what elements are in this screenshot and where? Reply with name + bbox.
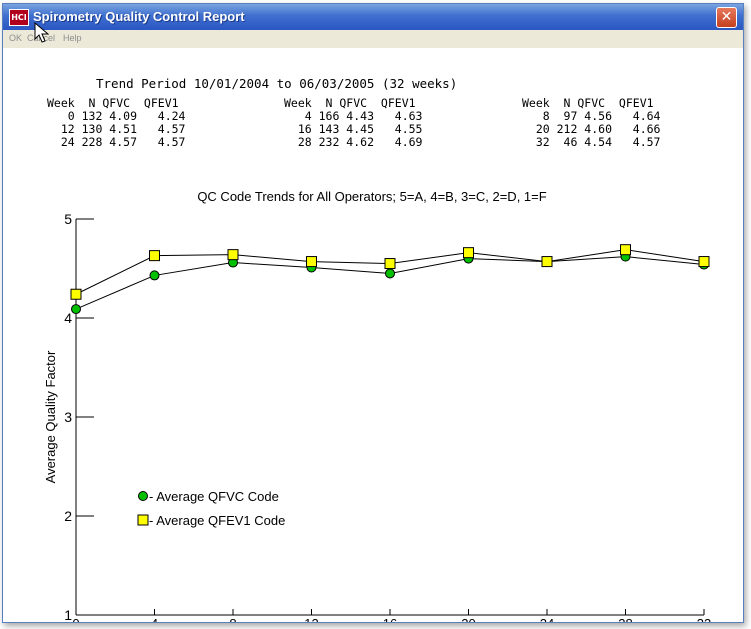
report-area: Trend Period 10/01/2004 to 06/03/2005 (3… <box>3 48 743 622</box>
app-logo-icon: HCI <box>9 9 29 26</box>
title-bar[interactable]: HCI Spirometry Quality Control Report ✕ <box>3 4 743 30</box>
x-tick-label: 32 <box>697 616 711 622</box>
qfev1-point <box>306 256 317 268</box>
chart-title: QC Code Trends for All Operators; 5=A, 4… <box>197 189 546 204</box>
table-header-col-2: Week N QFVC QFEV1 <box>284 96 416 110</box>
table-row: 28 232 4.62 4.69 <box>284 135 423 149</box>
table-row: 0 132 4.09 4.24 <box>47 109 186 123</box>
x-tick-label: 0 <box>72 616 79 622</box>
y-tick-label: 3 <box>64 409 72 425</box>
close-button[interactable]: ✕ <box>716 7 737 28</box>
legend-label: - Average QFEV1 Code <box>149 513 285 528</box>
table-row: 16 143 4.45 4.55 <box>284 122 423 136</box>
y-tick-label: 4 <box>64 310 72 326</box>
trend-period-line: Trend Period 10/01/2004 to 06/03/2005 (3… <box>96 76 458 91</box>
x-tick-label: 28 <box>618 616 632 622</box>
qfev1-point <box>227 249 239 261</box>
qfvc-point <box>71 304 81 315</box>
y-tick-label: 5 <box>64 211 72 227</box>
table-header-col-3: Week N QFVC QFEV1 <box>522 96 654 110</box>
table-row: 4 166 4.43 4.63 <box>284 109 423 123</box>
table-row: 20 212 4.60 4.66 <box>522 122 661 136</box>
x-tick-label: 8 <box>229 616 236 622</box>
qfev1-point <box>70 288 82 300</box>
menu-item-help[interactable]: Help <box>63 33 82 43</box>
table-row: 24 228 4.57 4.57 <box>47 135 186 149</box>
x-tick-label: 16 <box>383 616 397 622</box>
qfvc-point <box>149 270 160 281</box>
y-tick-label: 2 <box>64 508 72 524</box>
y-axis-label: Average Quality Factor <box>43 350 58 483</box>
qfev1-point <box>541 256 553 268</box>
report-window: HCI Spirometry Quality Control Report ✕ … <box>2 3 744 623</box>
legend-qfvc-marker <box>138 491 148 501</box>
y-tick-label: 1 <box>64 607 72 622</box>
x-tick-label: 12 <box>304 616 318 622</box>
table-row: 12 130 4.51 4.57 <box>47 122 186 136</box>
mouse-pointer-icon <box>34 22 50 43</box>
qfev1-point <box>149 250 160 262</box>
qfev1-point <box>463 247 474 259</box>
qfev1-point <box>620 244 631 256</box>
legend-qfev1-marker <box>137 514 149 526</box>
qfev1-point <box>698 256 710 268</box>
qc-trend-chart: QC Code Trends for All Operators; 5=A, 4… <box>43 189 711 622</box>
menu-bar: OK Cancel Help <box>3 30 743 48</box>
x-tick-label: 20 <box>461 616 475 622</box>
table-row: 32 46 4.54 4.57 <box>522 135 661 149</box>
menu-item-ok[interactable]: OK <box>9 33 23 43</box>
table-row: 8 97 4.56 4.64 <box>522 109 661 123</box>
x-tick-label: 4 <box>151 616 158 622</box>
qfev1-point <box>384 258 396 270</box>
x-tick-label: 24 <box>540 616 554 622</box>
qfvc-point <box>385 268 395 279</box>
table-header-col-1: Week N QFVC QFEV1 <box>47 96 179 110</box>
legend-label: - Average QFVC Code <box>149 489 279 504</box>
window-title: Spirometry Quality Control Report <box>33 9 245 24</box>
